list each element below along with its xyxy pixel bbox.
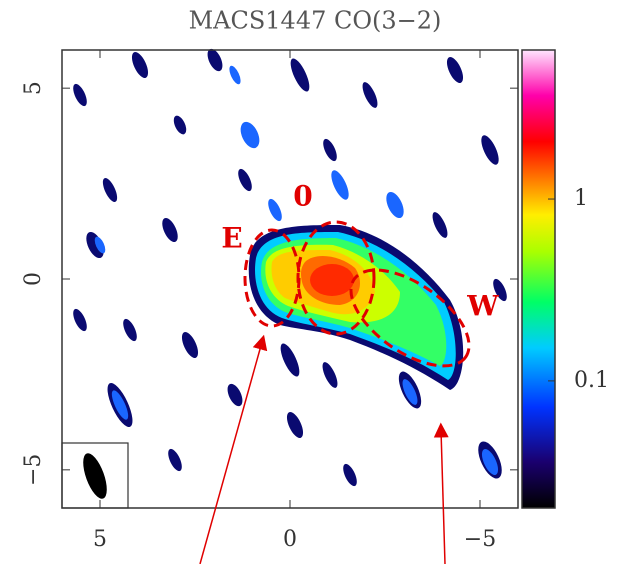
region-label: E xyxy=(221,222,242,255)
map-noise xyxy=(73,48,507,487)
colorbar-tick-label: 1 xyxy=(574,186,588,211)
x-tick-label: 0 xyxy=(283,527,297,552)
region-outlines xyxy=(243,220,471,368)
x-tick-label: 5 xyxy=(93,527,107,552)
y-tick-label: −5 xyxy=(21,454,46,486)
colorbar-tick-label: 0.1 xyxy=(574,368,609,393)
x-tick-label: −5 xyxy=(464,527,496,552)
y-tick-label: 0 xyxy=(21,272,46,286)
axes: 5 0 −5 −5 0 5 0.1 1 xyxy=(21,50,609,552)
title: MACS1447 CO(3−2) xyxy=(189,7,442,35)
colorbar xyxy=(521,49,556,509)
region-label: W xyxy=(466,290,499,323)
beam xyxy=(61,442,129,509)
arrows xyxy=(199,334,449,565)
y-tick-label: 5 xyxy=(21,81,46,95)
region-label: 0 xyxy=(293,180,312,213)
